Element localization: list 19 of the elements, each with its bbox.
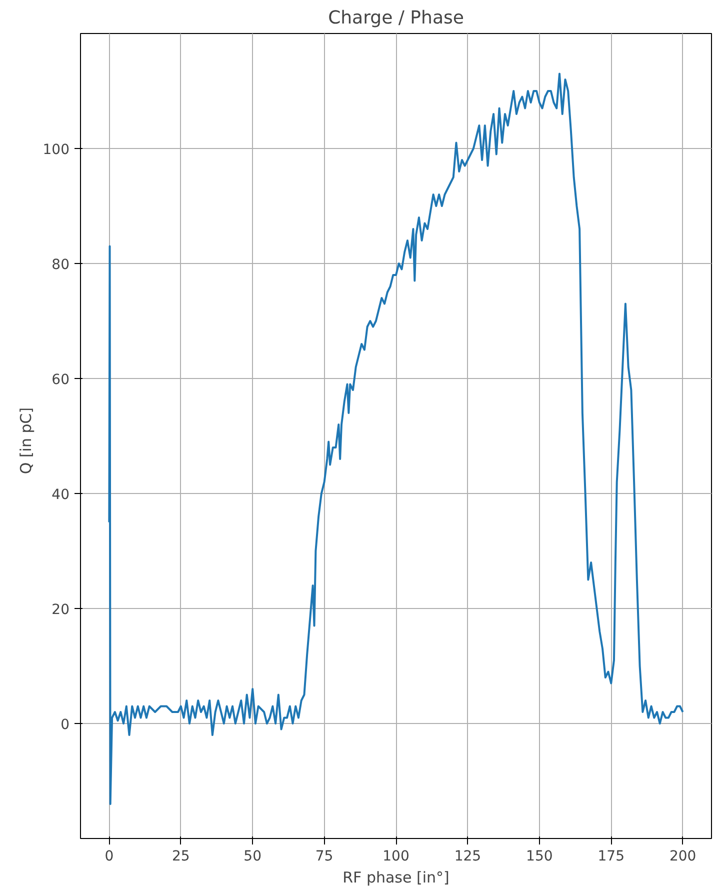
x-tick-label: 200 — [669, 848, 696, 864]
y-tick-label: 100 — [42, 142, 70, 158]
x-axis-title: RF phase [in°] — [342, 868, 450, 886]
y-tick-label: 80 — [52, 257, 70, 273]
chart-title: Charge / Phase — [328, 8, 464, 28]
y-tick-label: 40 — [52, 487, 70, 503]
x-tick-label: 25 — [172, 848, 190, 864]
line-series — [108, 72, 684, 805]
y-tick-label: 20 — [52, 602, 70, 618]
y-tick-label: 60 — [52, 372, 70, 388]
y-axis-title: Q [in pC] — [16, 407, 35, 474]
y-tick-label: 0 — [60, 717, 70, 733]
x-tick-label: 125 — [454, 848, 482, 864]
x-tick-label: 0 — [104, 848, 114, 864]
x-tick-label: 75 — [315, 848, 334, 864]
x-tick-label: 150 — [526, 848, 553, 864]
x-tick-label: 50 — [244, 848, 262, 864]
x-tick-label: 100 — [382, 848, 410, 864]
x-tick-label: 175 — [598, 848, 624, 864]
